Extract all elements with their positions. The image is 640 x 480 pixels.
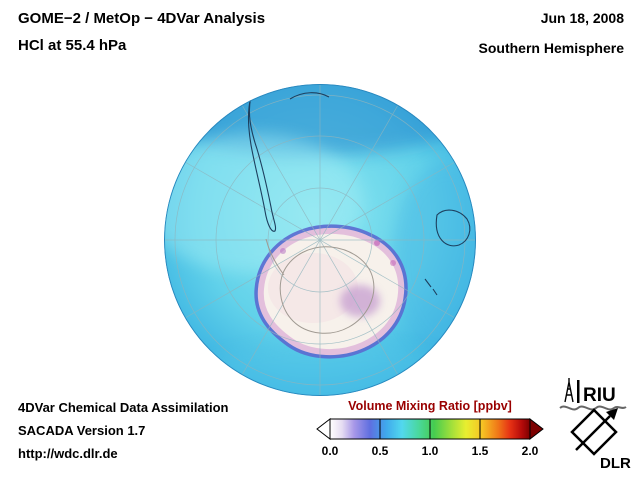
colorbar: Volume Mixing Ratio [ppbv] 0.0 0.5 1.0 1… bbox=[316, 399, 544, 465]
globe-limb bbox=[164, 84, 476, 396]
coastline-antarctic-peninsula bbox=[265, 238, 285, 276]
limb-dark-band bbox=[164, 84, 476, 156]
colorbar-gradient bbox=[316, 418, 544, 441]
pressure-level-label: HCl at 55.4 hPa bbox=[18, 37, 127, 54]
dlr-logo: DLR bbox=[570, 408, 631, 472]
riu-antenna-icon bbox=[564, 378, 574, 403]
url-label: http://wdc.dlr.de bbox=[18, 446, 118, 461]
analysis-title: GOME−2 / MetOp − 4DVar Analysis bbox=[18, 10, 266, 27]
coastline-south-america bbox=[247, 96, 277, 232]
riu-text: RIU bbox=[583, 385, 616, 406]
colorbar-ticks bbox=[379, 419, 481, 439]
colorbar-right-arrow bbox=[529, 418, 544, 441]
coastline-antarctica bbox=[279, 246, 375, 334]
colorbar-tick-label: 1.5 bbox=[471, 444, 489, 458]
south-band bbox=[183, 343, 476, 396]
vortex-pink-tint bbox=[268, 253, 358, 323]
colorbar-tick-label: 0.0 bbox=[321, 444, 339, 458]
coastline-australia bbox=[435, 209, 471, 247]
colorbar-left-arrow bbox=[316, 418, 331, 441]
colorbar-tick-label: 2.0 bbox=[521, 444, 539, 458]
colorbar-tick-label: 0.5 bbox=[371, 444, 389, 458]
coastline-new-zealand bbox=[424, 278, 438, 296]
hemisphere-label: Southern Hemisphere bbox=[478, 40, 624, 56]
version-label: SACADA Version 1.7 bbox=[18, 423, 146, 438]
vortex-edge-dot bbox=[390, 260, 396, 266]
dlr-diamond-icon bbox=[570, 408, 618, 456]
colorbar-title: Volume Mixing Ratio [ppbv] bbox=[348, 399, 512, 413]
hemisphere-globe bbox=[164, 84, 476, 396]
vortex-lavender-anomaly bbox=[340, 285, 380, 317]
colorbar-tick-label: 1.0 bbox=[421, 444, 439, 458]
coastline-africa-tip bbox=[289, 92, 330, 100]
riu-logo: RIU bbox=[559, 378, 627, 411]
assimilation-label: 4DVar Chemical Data Assimilation bbox=[18, 400, 229, 415]
riu-wave-underline bbox=[559, 405, 627, 411]
vortex-edge-dot bbox=[280, 248, 286, 254]
vortex-edge-dot bbox=[374, 240, 380, 246]
dlr-text: DLR bbox=[600, 455, 631, 472]
graticule bbox=[164, 84, 476, 396]
riu-separator bbox=[577, 380, 580, 403]
date-label: Jun 18, 2008 bbox=[540, 10, 624, 26]
